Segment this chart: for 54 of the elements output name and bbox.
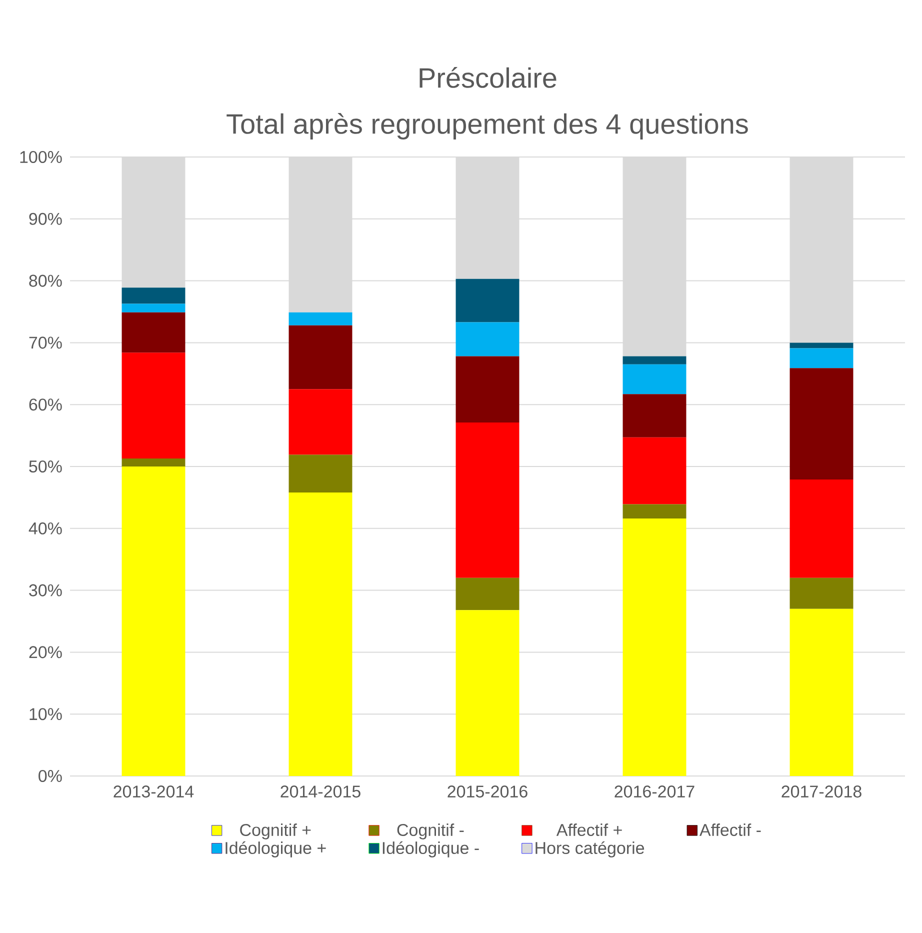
bar [790,342,854,348]
y-tick-label: 10% [30,708,62,720]
bar [456,278,520,322]
y-tick-label: 0% [38,770,62,782]
bar [790,608,854,776]
y-tick-label: 50% [29,460,62,473]
bar [622,394,686,438]
bar [622,364,686,394]
bar [288,492,352,776]
bar [790,348,854,368]
y-tick-label: 70% [29,336,62,349]
bar [622,518,686,776]
x-tick-label: 2016-2017 [614,786,694,798]
x-tick-label: 2014-2015 [280,786,360,798]
y-tick-label: 90% [29,212,62,225]
bar [288,454,352,492]
bar [288,325,352,390]
legend-label: Cognitif + [240,824,311,840]
bar [122,304,186,312]
bar [790,479,854,578]
bar [622,437,686,504]
bar [122,352,186,458]
bar [622,356,686,364]
bar [790,368,854,480]
bar [288,312,352,326]
bar [122,466,186,776]
chart-subtitle: Total après regroupement des 4 questions [226,113,748,140]
bar [456,356,520,423]
chart-title: Préscolaire [420,67,556,88]
y-tick-label: 20% [29,646,62,658]
bar [456,578,520,610]
bar [456,610,520,776]
x-tick-label: 2015-2016 [448,786,528,798]
legend-label: Idéologique + [226,841,326,858]
legend-label: Affectif + [556,824,622,836]
legend-label: Hors catégorie [536,841,644,858]
legend-label: Cognitif - [397,824,464,840]
legend-label: Affectif - [700,824,761,836]
y-tick-label: 80% [29,274,62,287]
bar [790,578,854,609]
bar [122,458,186,466]
bar [122,288,186,304]
y-tick-label: 100% [20,150,62,164]
bar [456,422,520,578]
x-tick-label: 2017-2018 [782,786,862,798]
x-tick-label: 2013-2014 [114,786,194,798]
legend-label: Idéologique - [382,841,479,858]
bar [622,504,686,518]
bar [288,389,352,455]
y-tick-label: 30% [29,584,62,596]
y-tick-label: 40% [28,522,62,534]
bar [122,312,186,353]
y-tick-label: 60% [29,398,62,411]
bar [456,322,520,356]
